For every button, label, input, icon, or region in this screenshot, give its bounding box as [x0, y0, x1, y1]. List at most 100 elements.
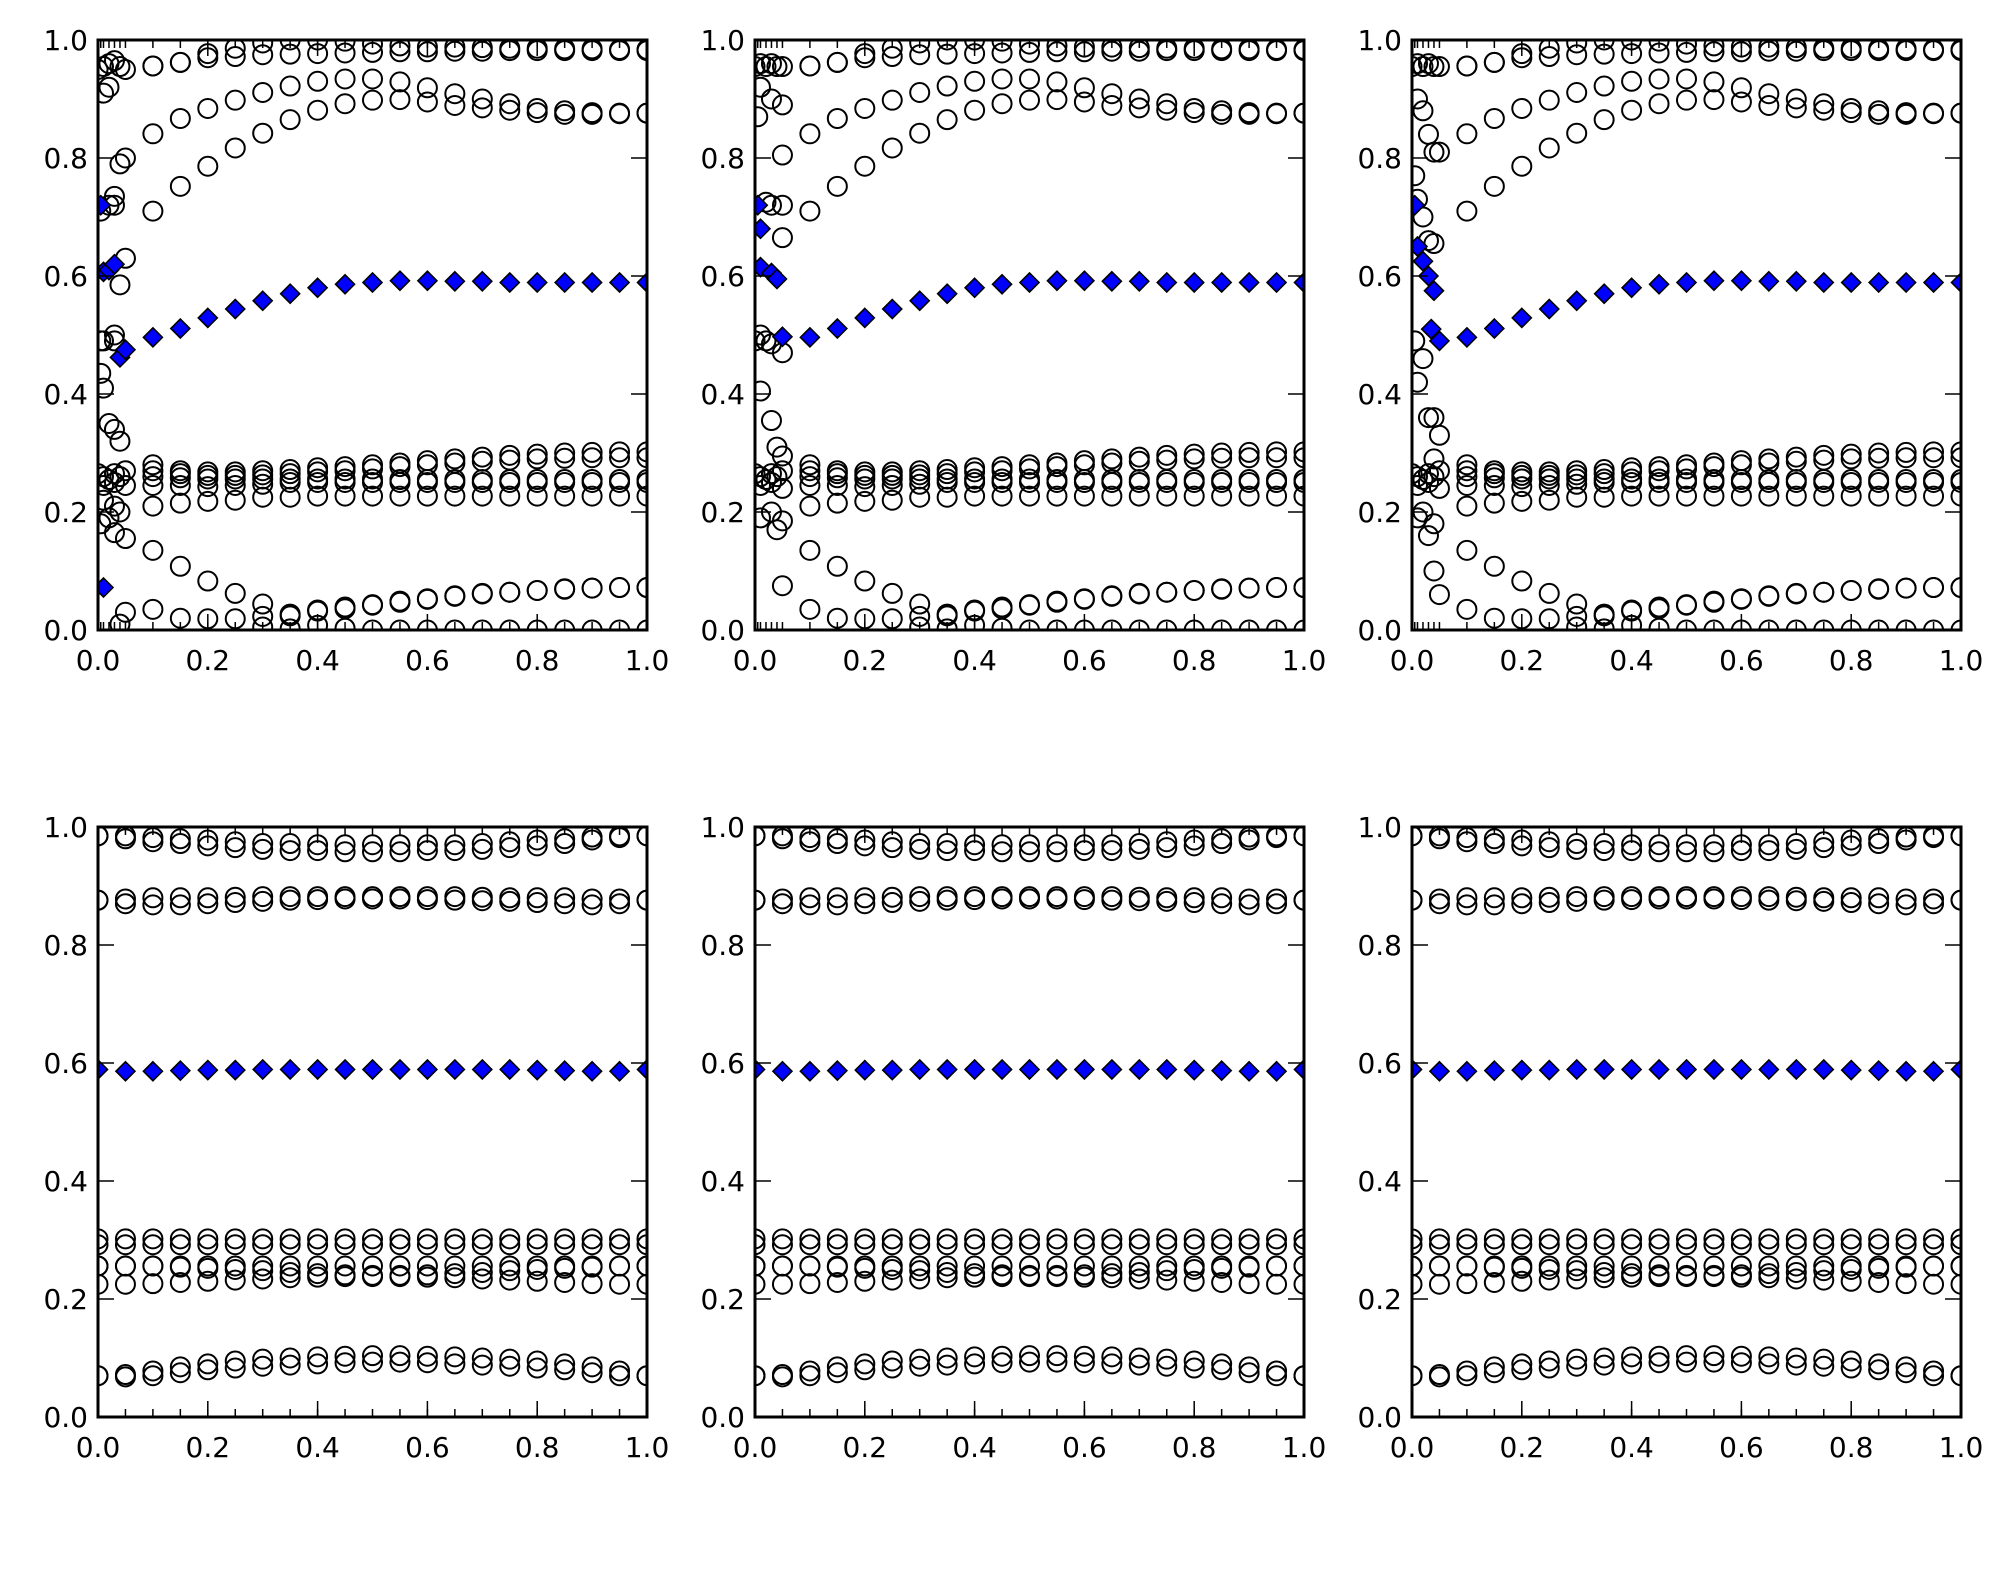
circle-point-series-4: [389, 89, 411, 111]
circle-point-series-5: [636, 441, 647, 463]
y-tick-label: 0.8: [43, 929, 88, 962]
circle-point: [760, 410, 782, 432]
circle-point: [771, 94, 793, 116]
circle-point-series-11: [1456, 1365, 1478, 1387]
circle-point-series-6: [1895, 1234, 1917, 1256]
circle-point-series-9: [499, 1269, 521, 1291]
circle-point: [1412, 330, 1426, 352]
circle-point-series-5: [389, 1228, 411, 1250]
circle-point-series-3: [1073, 77, 1095, 99]
circle-point-series-5: [98, 1228, 109, 1250]
circle-point-series-11: [1676, 594, 1697, 616]
circle-point-series-8: [1156, 472, 1178, 493]
circle-point-series-2: [881, 40, 903, 59]
circle-point-series-6: [1046, 456, 1068, 478]
circle-point-series-4: [1183, 102, 1205, 124]
circle-point-series-8: [334, 472, 356, 493]
circle-point-series-4: [1621, 99, 1643, 121]
circle-point-series-11: [1593, 1354, 1615, 1376]
circle-point-series-10: [1456, 539, 1478, 561]
circle-point-series-3: [1511, 97, 1533, 119]
circle-point-series-8: [1156, 1260, 1178, 1282]
circle-point-series-10: [881, 1350, 903, 1372]
circle-point: [103, 472, 125, 493]
x-tick-label: 0.4: [295, 1431, 340, 1464]
circle-point-series-12: [1238, 619, 1260, 630]
diamond-point: [444, 270, 466, 292]
circle-point-series-2: [1101, 40, 1123, 58]
circle-point-series-4: [416, 889, 438, 911]
circle-point-series-9: [471, 1268, 493, 1290]
circle-point-series-2: [1211, 40, 1233, 60]
circle-point-series-5: [1730, 1228, 1752, 1250]
x-tick-label: 1.0: [625, 1431, 670, 1464]
circle-point-series-9: [991, 485, 1013, 507]
circle-point-series-2: [1758, 840, 1780, 862]
circle-point-series-9: [881, 1269, 903, 1291]
circle-point-series-4: [1895, 894, 1917, 916]
circle-point-series-8: [98, 1255, 109, 1277]
circle-point-series-8: [526, 472, 548, 493]
y-tick-label: 0.2: [700, 496, 745, 529]
circle-point-series-4: [1211, 893, 1233, 915]
circle-point-series-4: [1293, 889, 1304, 911]
circle-point-series-8: [1428, 1255, 1450, 1277]
circle-point-series-9: [1211, 485, 1233, 507]
circle-point-series-4: [1923, 893, 1945, 915]
diamond-point: [1675, 1058, 1698, 1081]
circle-point-series-2: [499, 40, 521, 59]
circle-point-series-9: [1785, 485, 1807, 507]
circle-point-series-10: [1483, 1356, 1505, 1378]
y-tick-label: 1.0: [1357, 811, 1402, 844]
diamond-point: [1840, 271, 1862, 294]
circle-point-series-9: [1183, 485, 1205, 507]
circle-point-series-9: [581, 485, 603, 507]
circle-point-series-5: [636, 1228, 647, 1250]
circle-point-series-3: [936, 75, 958, 97]
circle-point-series-8: [444, 472, 466, 493]
x-tick-label: 0.2: [186, 1431, 231, 1464]
diamond-point: [1566, 290, 1588, 312]
circle-point-series-5: [1813, 1228, 1835, 1250]
circle-point-series-2: [1019, 40, 1040, 55]
circle-point-series-8: [854, 476, 876, 498]
circle-point-series-5: [755, 1228, 766, 1250]
circle-point-series-11: [1621, 1353, 1643, 1375]
circle-point-series-2: [1238, 40, 1260, 60]
circle-point-series-6: [1593, 1234, 1615, 1256]
circle-point-series-10: [252, 1348, 274, 1370]
circle-point-series-10: [1813, 1348, 1835, 1370]
axes-frame: [96, 825, 649, 1419]
y-tick-label: 1.0: [700, 811, 745, 844]
circle-point-series-9: [1511, 490, 1533, 512]
circle-point-series-12: [499, 619, 521, 630]
circle-point: [755, 76, 771, 98]
circle-point-series-11: [909, 1355, 931, 1377]
circle-point-series-3: [1593, 75, 1615, 97]
circle-point-series-6: [1703, 1234, 1725, 1256]
circle-point-series-9: [799, 1273, 821, 1295]
circle-point-series-9: [252, 486, 274, 508]
circle-point-series-7: [1046, 1255, 1068, 1277]
circle-point-series-9: [1648, 1266, 1670, 1288]
circle-point-series-6: [755, 1234, 766, 1256]
circle-point-series-4: [1758, 889, 1780, 911]
circle-point-series-7: [444, 1255, 466, 1277]
circle-point-series-1: [362, 834, 383, 856]
circle-point-series-8: [1456, 1255, 1478, 1277]
circle-point-series-9: [1046, 485, 1068, 507]
circle-point-series-4: [1538, 892, 1560, 914]
y-tick-label: 0.2: [1357, 1283, 1402, 1316]
diamond-point: [416, 270, 439, 292]
circle-point-series-5: [499, 444, 521, 466]
circle-point-series-1: [1538, 46, 1560, 68]
circle-point-series-6: [636, 1234, 647, 1256]
diamond-point: [1456, 1060, 1478, 1082]
circle-point-series-4: [142, 200, 164, 222]
circle-point-series-10: [881, 582, 903, 604]
circle-point-series-9: [1868, 485, 1890, 507]
circle-point-series-2: [1538, 837, 1560, 859]
circle-point-series-10: [826, 555, 848, 577]
circle-point-series-5: [1156, 1228, 1178, 1250]
diamond-point: [771, 326, 794, 348]
